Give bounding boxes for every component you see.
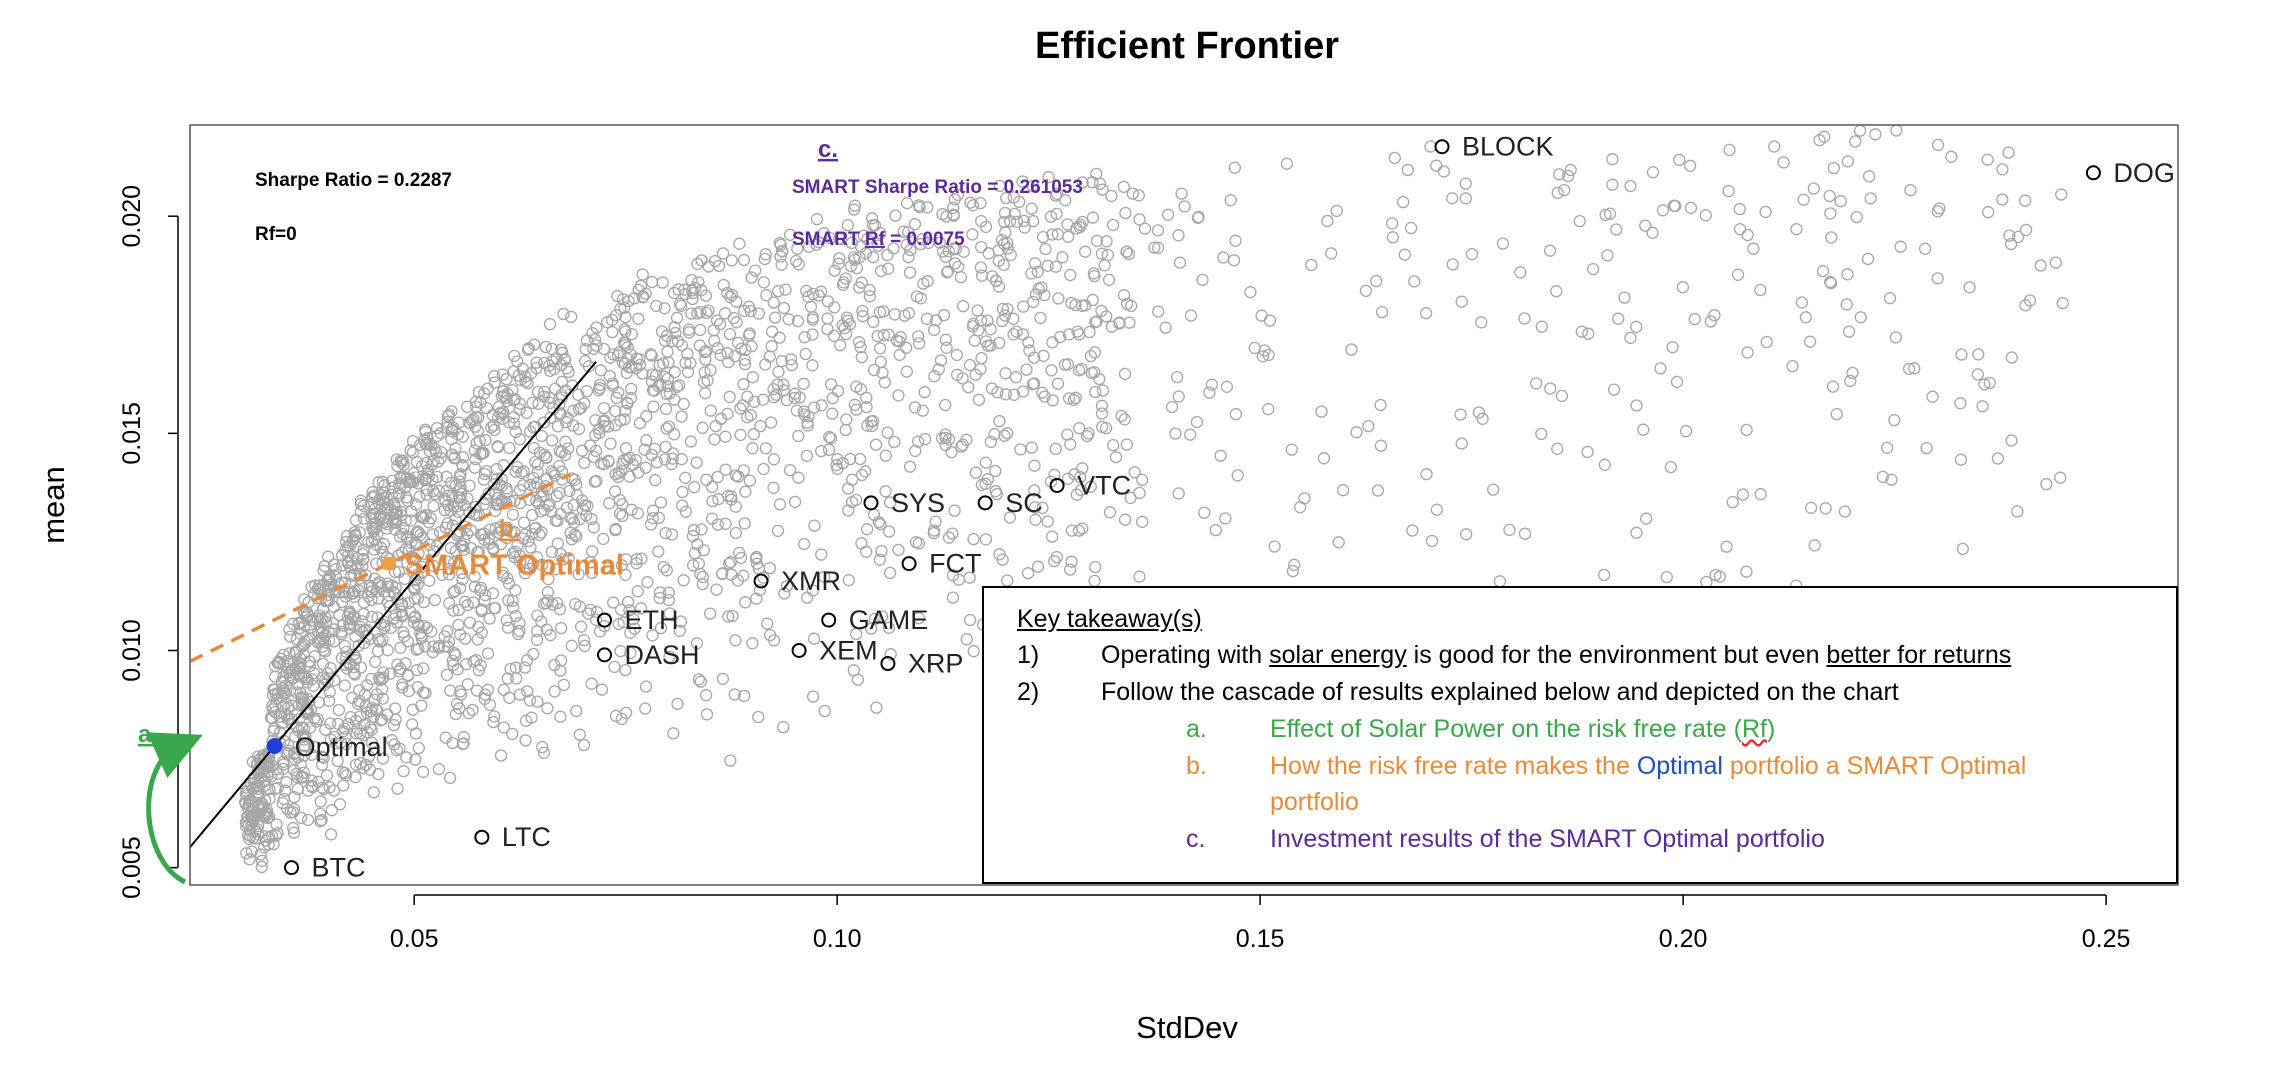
sub-item-c: Investment results of the SMART Optimal … (1270, 825, 1825, 853)
sub-a-letter: a. (1186, 715, 1207, 743)
x-tick-label: 0.25 (2082, 925, 2131, 953)
asset-label-dog: DOG (2113, 158, 2175, 188)
smart-rf-text: SMART Rf = 0.0075 (792, 229, 965, 250)
rf-zero-text: Rf=0 (255, 224, 297, 245)
smart-rf-word: Rf (865, 229, 886, 250)
sub-item-a: Effect of Solar Power on the risk free r… (1270, 715, 1776, 743)
y-tick-label: 0.010 (118, 619, 146, 682)
asset-label-dash: DASH (625, 640, 700, 670)
asset-point-game (821, 612, 837, 628)
asset-point-eth (597, 612, 613, 628)
asset-point-xrp (880, 656, 896, 672)
x-tick-label: 0.15 (1236, 925, 1285, 953)
x-tick-label: 0.20 (1659, 925, 1708, 953)
x-axis: 0.05 0.10 0.15 0.20 0.25 (390, 894, 2131, 953)
annotation-a-letter: a. (138, 721, 158, 748)
asset-label-vtc: VTC (1077, 470, 1131, 500)
takeaway-item-2: Follow the cascade of results explained … (1101, 678, 1899, 706)
annotation-b-letter: b. (499, 516, 520, 543)
smart-rf-value: = 0.0075 (885, 229, 965, 250)
takeaway-item-1-number: 1) (1017, 641, 1040, 669)
smart-optimal-point (381, 556, 396, 571)
smart-sharpe-text: SMART Sharpe Ratio = 0.261053 (792, 177, 1083, 198)
sub-b-optimal: Optimal (1636, 752, 1723, 780)
x-axis-title: StdDev (1136, 1010, 1238, 1045)
item1-mid: is good for the environment but even (1406, 641, 1827, 669)
plot-frame (189, 124, 2179, 886)
cal-line (190, 361, 597, 849)
sub-c-letter: c. (1186, 825, 1206, 853)
asset-point-sc (977, 495, 993, 511)
asset-label-xem: XEM (819, 635, 878, 665)
asset-point-sys (863, 495, 879, 511)
asset-point-xem (791, 642, 807, 658)
x-tick-label: 0.05 (390, 925, 439, 953)
optimal-point (266, 738, 283, 755)
item1-solar-energy: solar energy (1269, 641, 1407, 669)
smart-optimal-label: SMART Optimal (405, 550, 624, 582)
asset-point-dog (2085, 165, 2101, 181)
asset-label-eth: ETH (625, 605, 679, 635)
y-tick-label: 0.015 (118, 402, 146, 465)
optimal-label: Optimal (295, 732, 388, 762)
smart-rf-prefix: SMART (792, 229, 865, 250)
sub-item-b-line2: portfolio (1270, 788, 1359, 816)
asset-label-xrp: XRP (908, 649, 964, 679)
item1-pre: Operating with (1101, 641, 1270, 669)
asset-point-dash (597, 647, 613, 663)
asset-label-fct: FCT (929, 549, 981, 579)
asset-point-btc (284, 860, 300, 876)
asset-label-sc: SC (1005, 488, 1043, 518)
takeaway-heading: Key takeaway(s) (1017, 605, 1202, 633)
asset-label-btc: BTC (312, 853, 366, 883)
takeaway-item-2-number: 2) (1017, 678, 1040, 706)
key-takeaways-box: Key takeaway(s) 1) Operating with solar … (982, 586, 2178, 884)
sub-a-rf: Rf (1741, 715, 1767, 743)
takeaway-item-1: Operating with solar energy is good for … (1101, 640, 2011, 670)
rf-shift-arrow (146, 732, 203, 885)
asset-point-block (1434, 139, 1450, 155)
asset-point-vtc (1049, 477, 1065, 493)
asset-label-xmr: XMR (781, 566, 841, 596)
capital-allocation-lines (190, 361, 597, 849)
asset-label-game: GAME (849, 605, 929, 635)
portfolio-cloud (239, 125, 2069, 874)
smart-cal-line (190, 472, 572, 663)
item1-better-returns: better for returns (1826, 641, 2012, 669)
y-axis-title: mean (36, 466, 71, 544)
y-tick-label: 0.005 (118, 836, 146, 899)
asset-label-sys: SYS (891, 488, 945, 518)
sub-item-b: How the risk free rate makes the Optimal… (1270, 752, 2027, 780)
asset-label-ltc: LTC (502, 822, 551, 852)
y-tick-label: 0.020 (118, 185, 146, 248)
asset-point-xmr (753, 573, 769, 589)
x-tick-label: 0.10 (813, 925, 862, 953)
asset-point-ltc (474, 829, 490, 845)
portfolio-cloud-points (239, 125, 2069, 874)
annotation-c-letter: c. (818, 136, 838, 163)
sub-b-letter: b. (1186, 752, 1207, 780)
asset-label-block: BLOCK (1462, 132, 1554, 162)
sharpe-ratio-text: Sharpe Ratio = 0.2287 (255, 170, 452, 191)
asset-point-fct (901, 556, 917, 572)
chart-title: Efficient Frontier (1035, 25, 1339, 67)
